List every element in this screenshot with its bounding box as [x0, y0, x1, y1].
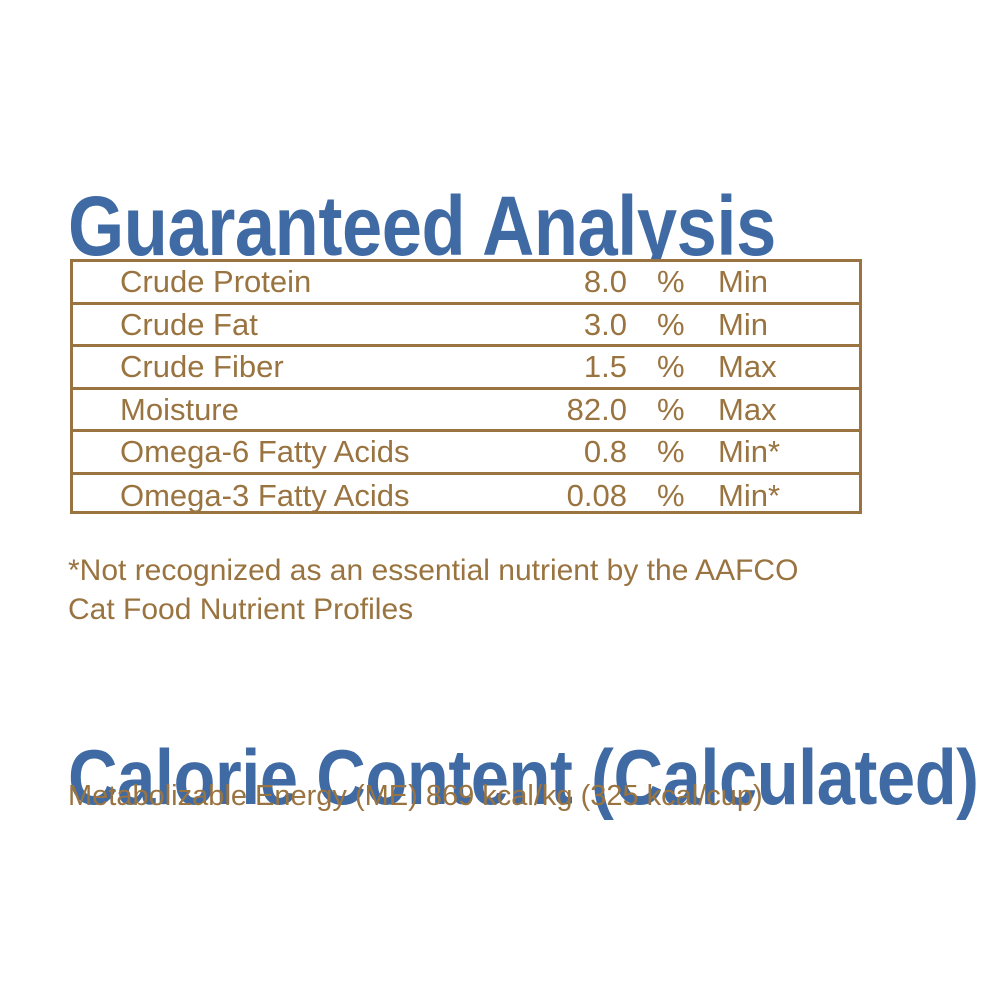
aafco-footnote: *Not recognized as an essential nutrient… — [68, 551, 898, 629]
table-row: Crude Protein 8.0 % Min — [73, 262, 859, 305]
nutrient-name: Crude Fat — [120, 306, 258, 342]
nutrient-value: 82.0 — [566, 391, 627, 427]
nutrient-value: 8.0 — [583, 264, 627, 300]
nutrient-unit: % — [657, 264, 685, 300]
footnote-line-1: *Not recognized as an essential nutrient… — [68, 554, 799, 587]
nutrient-unit: % — [657, 478, 685, 514]
nutrient-basis: Min* — [718, 478, 781, 514]
nutrient-basis: Min — [718, 306, 768, 342]
table-row: Omega-6 Fatty Acids 0.8 % Min* — [73, 432, 859, 475]
guaranteed-analysis-heading: Guaranteed Analysis — [68, 179, 776, 274]
nutrient-value: 0.8 — [583, 434, 627, 470]
guaranteed-analysis-table: Crude Protein 8.0 % Min Crude Fat 3.0 % … — [70, 259, 862, 514]
nutrient-name: Omega-3 Fatty Acids — [120, 478, 410, 514]
nutrient-name: Crude Protein — [120, 264, 312, 300]
table-row: Crude Fat 3.0 % Min — [73, 305, 859, 347]
table-row: Crude Fiber 1.5 % Max — [73, 347, 859, 390]
nutrient-unit: % — [657, 306, 685, 342]
table-row: Omega-3 Fatty Acids 0.08 % Min* — [73, 475, 859, 518]
nutrient-basis: Max — [718, 391, 777, 427]
nutrient-value: 1.5 — [583, 349, 627, 385]
nutrient-unit: % — [657, 434, 685, 470]
table-row: Moisture 82.0 % Max — [73, 390, 859, 432]
nutrient-value: 0.08 — [566, 478, 627, 514]
nutrient-basis: Min* — [718, 434, 781, 470]
calorie-content-heading: Calorie Content (Calculated) — [68, 733, 979, 822]
nutrient-value: 3.0 — [583, 306, 627, 342]
nutrient-unit: % — [657, 349, 685, 385]
nutrient-name: Moisture — [120, 391, 239, 427]
nutrient-basis: Max — [718, 349, 777, 385]
nutrient-unit: % — [657, 391, 685, 427]
metabolizable-energy-text: Metabolizable Energy (ME) 869 kcal/kg (3… — [68, 780, 763, 812]
nutrient-basis: Min — [718, 264, 768, 300]
nutrient-name: Crude Fiber — [120, 349, 284, 385]
footnote-line-2: Cat Food Nutrient Profiles — [68, 593, 414, 626]
nutrient-name: Omega-6 Fatty Acids — [120, 434, 410, 470]
